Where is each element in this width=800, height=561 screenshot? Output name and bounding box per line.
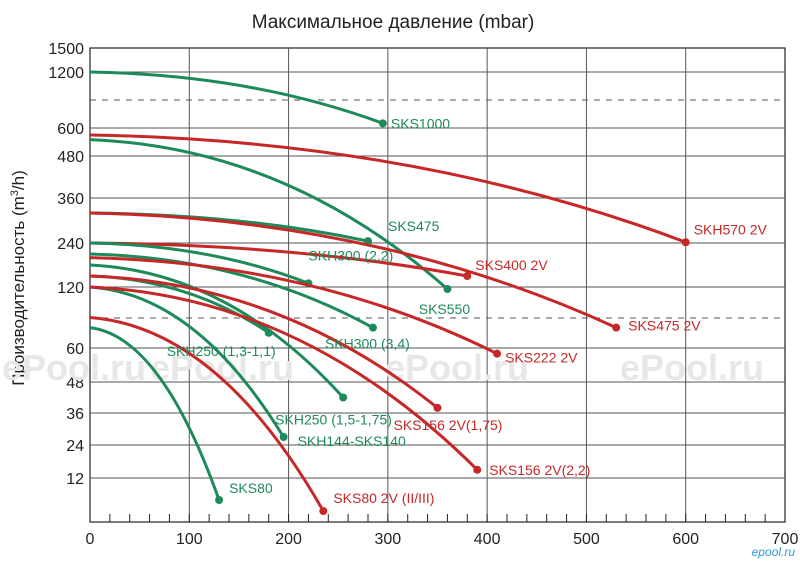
endpoint-sks80 bbox=[215, 496, 224, 504]
endpoint-skh144-sks140 bbox=[279, 433, 288, 441]
plot-frame bbox=[89, 47, 786, 523]
endpoint-skh570-2v bbox=[681, 238, 690, 247]
label-sks156-2v-1-75: SKS156 2V(1,75) bbox=[394, 417, 503, 433]
y-tick-label: 24 bbox=[66, 438, 84, 455]
x-tick-label: 400 bbox=[474, 531, 501, 548]
curve-sks156-2v-2-2 bbox=[89, 285, 479, 471]
curve-skh300-3-4 bbox=[89, 252, 374, 329]
x-tick-label: 100 bbox=[176, 531, 203, 548]
label-skh250-1-5-1-75: SKH250 (1,5-1,75) bbox=[275, 412, 392, 428]
curve-sks80 bbox=[89, 326, 221, 501]
y-tick-label: 1200 bbox=[48, 65, 84, 82]
label-sks222-2v: SKS222 2V bbox=[505, 350, 578, 366]
curve-sks400-2v bbox=[89, 241, 468, 278]
curve-sks156-2v-1-75 bbox=[89, 274, 439, 410]
endpoint-sks80-2v-ii-iii bbox=[319, 507, 328, 515]
y-tick-label: 36 bbox=[66, 406, 84, 423]
chart-title: Максимальное давление (mbar) bbox=[252, 12, 535, 33]
watermark-2: ePool.ru bbox=[385, 347, 529, 388]
watermark-layer: ePool.ru ePool.ru ePool.ru ePool.ru bbox=[2, 347, 764, 388]
endpoint-sks400-2v bbox=[463, 272, 472, 280]
y-tick-label: 48 bbox=[66, 375, 84, 392]
label-sks156-2v-2-2: SKS156 2V(2,2) bbox=[489, 462, 590, 478]
curve-skh300-2-2 bbox=[89, 241, 309, 285]
curve-sks222-2v bbox=[89, 256, 498, 356]
x-tick-label: 300 bbox=[375, 531, 402, 548]
y-tick-label: 120 bbox=[57, 280, 84, 297]
x-tick-label: 500 bbox=[573, 531, 600, 548]
curve-sks475-2v bbox=[89, 211, 617, 330]
label-skh250-1-3-1-1: SKH250 (1,3-1,1) bbox=[167, 343, 276, 359]
x-tick-label: 700 bbox=[772, 531, 799, 548]
label-sks400-2v: SKS400 2V bbox=[475, 257, 548, 273]
endpoint-skh300-3-4 bbox=[368, 323, 377, 332]
endpoint-skh250-1-5-1-75 bbox=[339, 393, 348, 402]
curve-sks1000 bbox=[89, 70, 384, 125]
y-tick-label: 1500 bbox=[48, 41, 84, 58]
y-tick-label: 60 bbox=[66, 341, 84, 358]
x-tick-label: 600 bbox=[672, 531, 699, 548]
x-tick-label: 200 bbox=[275, 531, 302, 548]
series-curves bbox=[89, 70, 690, 515]
label-sks550: SKS550 bbox=[419, 301, 471, 317]
y-tick-labels: 1500 1200 600 480 360 240 120 60 48 36 24 12 bbox=[48, 41, 84, 488]
curve-skh570-2v bbox=[89, 133, 687, 244]
y-axis-label: Производительность (m3/h) bbox=[9, 170, 28, 386]
x-tick-label: 0 bbox=[86, 531, 95, 548]
endpoint-sks1000 bbox=[378, 119, 387, 128]
y-tick-label: 12 bbox=[66, 471, 84, 488]
label-sks475: SKS475 bbox=[388, 218, 440, 234]
series-labels: SKS1000 SKH570 2V SKS550 SKS475 SKS475 2V SKS… bbox=[167, 115, 768, 506]
curve-sks80-2v-ii-iii bbox=[89, 316, 325, 512]
y-tick-label: 240 bbox=[57, 236, 84, 253]
endpoint-sks550 bbox=[443, 285, 452, 294]
plot-grid bbox=[89, 47, 786, 523]
x-tick-labels: 0 100 200 300 400 500 600 700 bbox=[86, 531, 799, 548]
label-sks80-2v-ii-iii: SKS80 2V (II/III) bbox=[333, 490, 434, 506]
y-tick-label: 360 bbox=[57, 191, 84, 208]
y-tick-label: 600 bbox=[57, 121, 84, 138]
label-skh300-3-4: SKH300 (3,4) bbox=[325, 336, 410, 352]
label-skh144-sks140: SKH144-SKS140 bbox=[298, 433, 406, 449]
label-skh300-2-2: SKH300 (2,2) bbox=[308, 247, 393, 263]
brand-logo: epool.ru bbox=[752, 545, 796, 559]
label-sks475-2v: SKS475 2V bbox=[628, 318, 701, 334]
watermark-left: ePool.ru bbox=[2, 347, 146, 388]
curve-skh250-1-5-1-75 bbox=[89, 263, 345, 399]
label-sks80: SKS80 bbox=[229, 480, 273, 496]
endpoint-sks475-2v bbox=[612, 323, 621, 332]
endpoint-sks156-2v-1-75 bbox=[433, 403, 442, 412]
endpoint-sks156-2v-2-2 bbox=[473, 465, 482, 474]
label-skh570-2v: SKH570 2V bbox=[694, 221, 768, 237]
watermark-3: ePool.ru bbox=[620, 347, 764, 388]
label-sks1000: SKS1000 bbox=[391, 115, 450, 131]
curve-skh144-sks140 bbox=[89, 285, 285, 438]
y-tick-label: 480 bbox=[57, 149, 84, 166]
endpoint-sks222-2v bbox=[493, 349, 502, 358]
